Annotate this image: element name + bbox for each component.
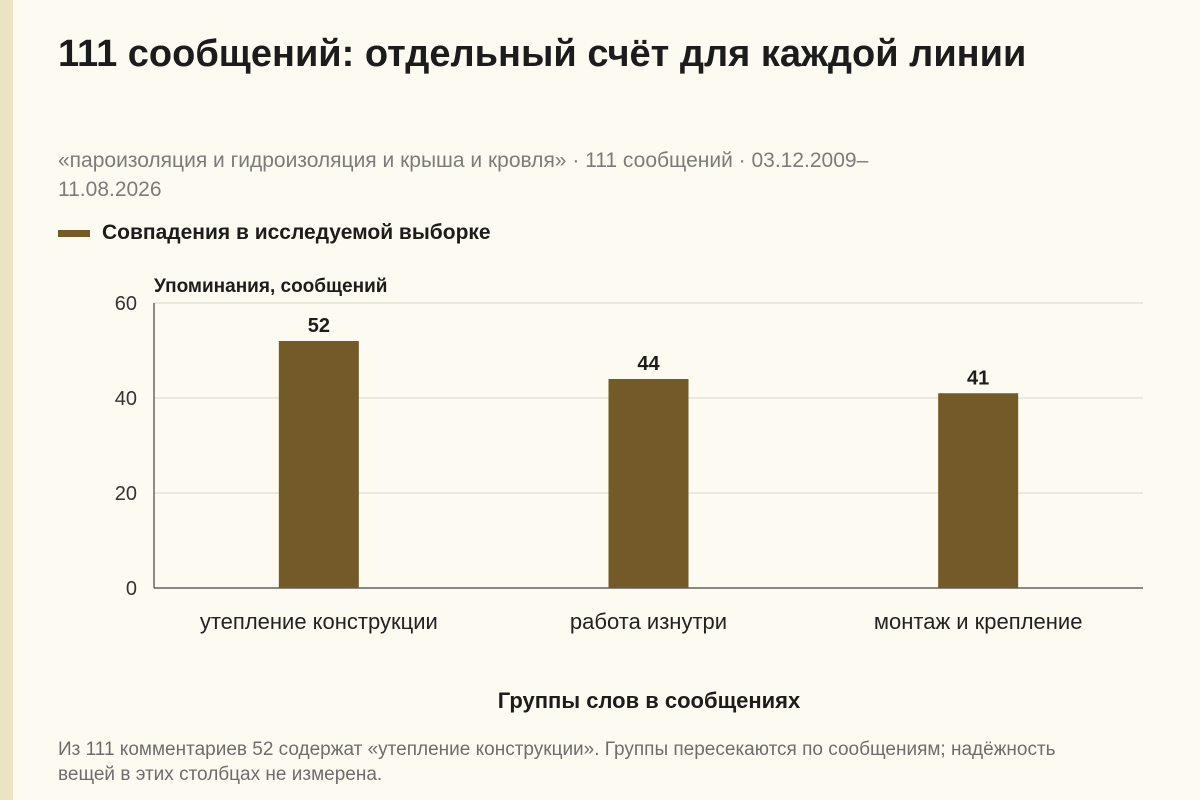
bar xyxy=(608,379,689,588)
bar xyxy=(278,341,359,588)
legend-swatch xyxy=(58,229,90,237)
bar-value-label: 52 xyxy=(308,315,330,337)
bar-value-label: 44 xyxy=(637,353,660,375)
page-title: 111 сообщений: отдельный счёт для каждой… xyxy=(58,33,1027,75)
x-axis-title: Группы слов в сообщениях xyxy=(498,688,801,713)
bar xyxy=(938,393,1019,588)
bars xyxy=(278,341,1019,588)
accent-stripe xyxy=(0,0,13,800)
labels: 0 20 40 60 52 утепление конструкции 44 работа и… xyxy=(115,293,1083,634)
x-tick-label: монтаж и крепление xyxy=(874,609,1083,634)
y-tick-label: 0 xyxy=(126,578,137,600)
legend-label: Совпадения в исследуемой выборке xyxy=(102,221,491,244)
y-tick-label: 40 xyxy=(115,388,137,410)
y-tick-label: 20 xyxy=(115,483,137,505)
bar-chart: 0 20 40 60 52 утепление конструкции 44 работа и… xyxy=(115,276,1143,713)
y-axis-title: Упоминания, сообщений xyxy=(154,276,387,297)
x-tick-label: утепление конструкции xyxy=(200,609,438,634)
bar-value-label: 41 xyxy=(967,367,989,389)
footnote: Из 111 комментариев 52 содержат «утеплен… xyxy=(58,739,1056,785)
x-tick-label: работа изнутри xyxy=(570,609,727,634)
chart-subtitle: «пароизоляция и гидроизоляция и крыша и … xyxy=(58,149,869,201)
y-tick-label: 60 xyxy=(115,293,137,315)
chart-legend: Совпадения в исследуемой выборке xyxy=(58,218,491,248)
